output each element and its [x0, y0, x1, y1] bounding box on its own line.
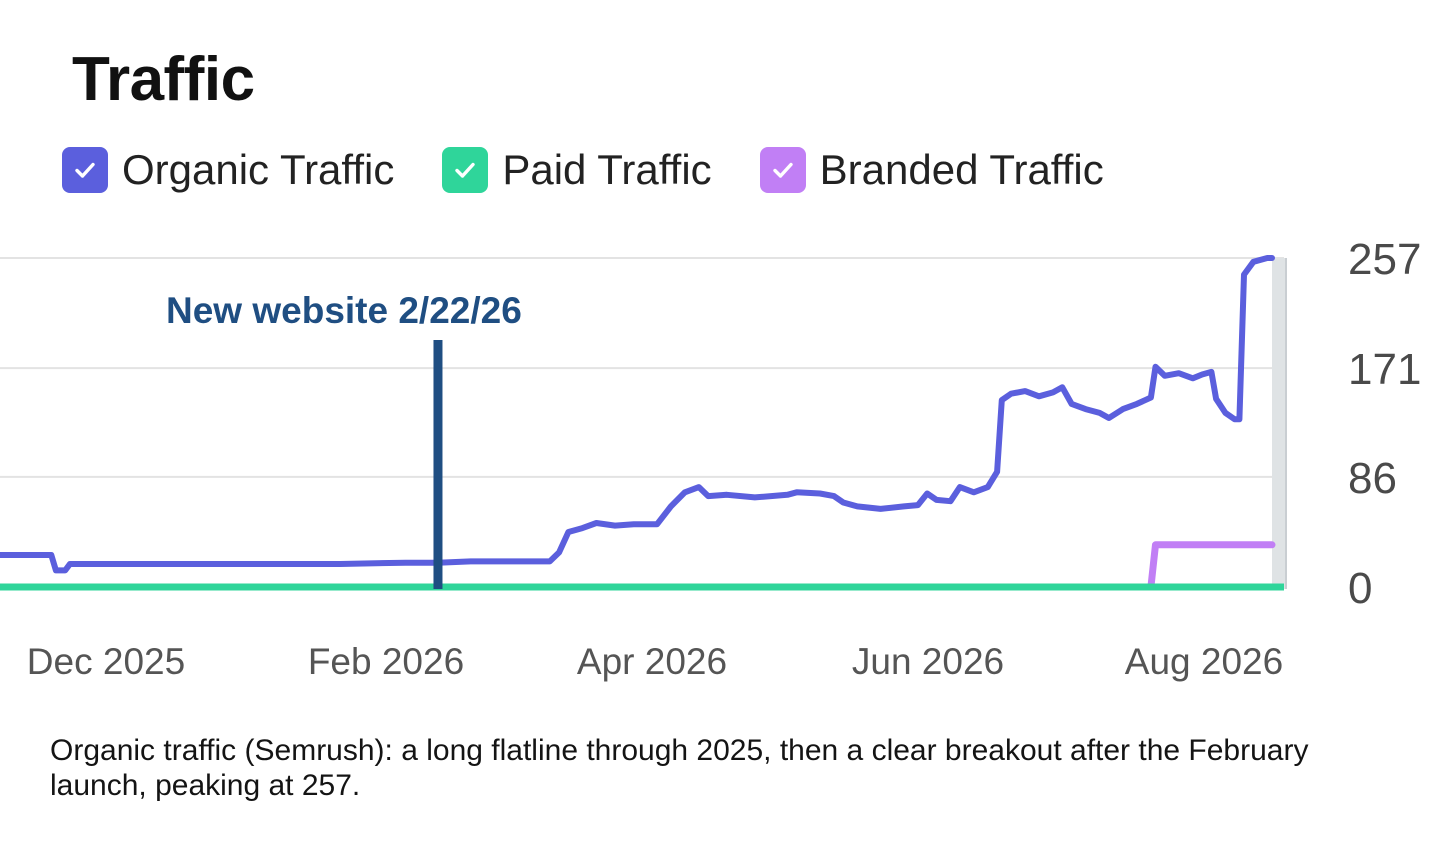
annotation-label: New website 2/22/26	[166, 290, 522, 331]
y-tick-label: 257	[1348, 235, 1421, 284]
checkmark-icon	[75, 162, 95, 178]
y-tick-label: 171	[1348, 345, 1421, 394]
x-tick-label: Dec 2025	[27, 641, 185, 682]
chart-legend: Organic Traffic Paid Traffic Branded Tra…	[62, 146, 1152, 194]
x-tick-label: Aug 2026	[1125, 641, 1283, 682]
legend-label-branded-traffic: Branded Traffic	[819, 146, 1104, 193]
x-tick-label: Apr 2026	[577, 641, 727, 682]
checkmark-icon	[772, 162, 793, 178]
organic-traffic-checkbox[interactable]	[62, 147, 108, 193]
legend-item-organic-traffic[interactable]: Organic Traffic	[62, 146, 394, 194]
series-line-organic-traffic	[0, 255, 1275, 574]
branded-traffic-checkbox[interactable]	[759, 147, 806, 193]
checkmark-icon	[455, 162, 476, 178]
chart-title: Traffic	[72, 45, 255, 114]
legend-item-paid-traffic[interactable]: Paid Traffic	[442, 146, 712, 194]
chart-caption: Organic traffic (Semrush): a long flatli…	[50, 734, 1309, 802]
y-tick-label: 86	[1348, 454, 1397, 503]
hover-band	[1272, 258, 1286, 589]
traffic-chart[interactable]: 0 86 171 257 Dec 2025 Feb 2026 Apr 2026 Jun 202…	[0, 0, 1440, 720]
paid-traffic-checkbox[interactable]	[442, 147, 489, 193]
x-tick-label: Jun 2026	[852, 641, 1004, 682]
legend-item-branded-traffic[interactable]: Branded Traffic	[759, 146, 1104, 194]
legend-label-paid-traffic: Paid Traffic	[502, 146, 712, 193]
y-tick-label: 0	[1348, 564, 1372, 613]
x-tick-label: Feb 2026	[308, 641, 464, 682]
legend-label-organic-traffic: Organic Traffic	[122, 146, 395, 193]
